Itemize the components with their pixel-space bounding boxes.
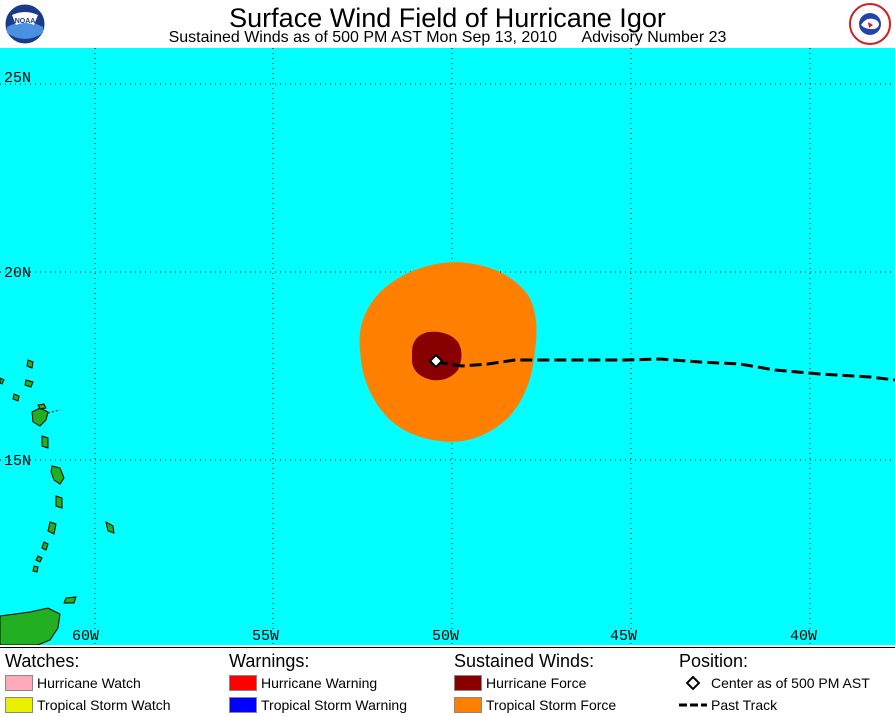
legend-position-title: Position: — [679, 651, 749, 671]
hurricane-watch-label: Hurricane Watch — [37, 675, 141, 691]
lon-label-55w: 55W — [252, 628, 279, 645]
map-title: Surface Wind Field of Hurricane Igor — [229, 3, 666, 33]
tropical-storm-force-swatch — [454, 697, 482, 713]
tropical-storm-watch-swatch — [5, 697, 33, 713]
hurricane-warning-swatch — [229, 675, 257, 691]
tropical-storm-warning-swatch — [229, 697, 257, 713]
wind-field-map: 25N 20N 15N 60W 55W 50W 45W 40W — [0, 48, 895, 645]
lon-label-50w: 50W — [432, 628, 459, 645]
lat-lon-grid — [0, 48, 895, 645]
legend-item-tropical-storm-watch: Tropical Storm Watch — [5, 694, 171, 716]
noaa-logo-text: NOAA — [15, 18, 36, 25]
hurricane-force-label: Hurricane Force — [486, 675, 587, 691]
center-diamond-icon — [679, 675, 707, 691]
legend-watches-title: Watches: — [5, 651, 80, 671]
legend-item-hurricane-watch: Hurricane Watch — [5, 672, 171, 694]
noaa-logo: NOAA — [4, 3, 46, 45]
tropical-storm-warning-label: Tropical Storm Warning — [261, 697, 408, 713]
legend-item-hurricane-force: Hurricane Force — [454, 672, 616, 694]
lon-label-60w: 60W — [72, 628, 99, 645]
map-legend: Watches: Hurricane Watch Tropical Storm … — [0, 647, 895, 717]
legend-item-tropical-storm-force: Tropical Storm Force — [454, 694, 616, 716]
legend-sustained-winds: Sustained Winds: Hurricane Force Tropica… — [454, 648, 616, 716]
legend-warnings: Warnings: Hurricane Warning Tropical Sto… — [229, 648, 407, 716]
past-track-dash-icon — [679, 697, 707, 713]
hurricane-force-swatch — [454, 675, 482, 691]
hurricane-warning-label: Hurricane Warning — [261, 675, 378, 691]
legend-winds-title: Sustained Winds: — [454, 651, 595, 671]
lat-label-25n: 25N — [4, 70, 31, 87]
storm-center-marker — [428, 353, 444, 369]
map-subtitle: Sustained Winds as of 500 PM AST Mon Sep… — [0, 29, 895, 47]
legend-position: Position: Center as of 500 PM AST Past T… — [679, 648, 870, 716]
lesser-antilles — [0, 359, 115, 645]
lat-label-15n: 15N — [4, 453, 31, 470]
tropical-storm-watch-label: Tropical Storm Watch — [37, 697, 171, 713]
past-track-line — [435, 357, 895, 382]
subtitle-time: Sustained Winds as of 500 PM AST Mon Sep… — [168, 29, 557, 46]
hurricane-watch-swatch — [5, 675, 33, 691]
legend-item-center: Center as of 500 PM AST — [679, 672, 870, 694]
legend-watches: Watches: Hurricane Watch Tropical Storm … — [5, 648, 171, 716]
lon-label-40w: 40W — [790, 628, 817, 645]
center-label: Center as of 500 PM AST — [711, 675, 870, 691]
legend-item-tropical-storm-warning: Tropical Storm Warning — [229, 694, 407, 716]
legend-warnings-title: Warnings: — [229, 651, 310, 671]
tropical-storm-force-label: Tropical Storm Force — [486, 697, 617, 713]
past-track-label: Past Track — [711, 697, 778, 713]
advisory-number: Advisory Number 23 — [581, 29, 727, 46]
lat-label-20n: 20N — [4, 265, 31, 282]
nws-logo — [849, 3, 891, 45]
legend-item-hurricane-warning: Hurricane Warning — [229, 672, 407, 694]
lon-label-45w: 45W — [610, 628, 637, 645]
legend-item-past-track: Past Track — [679, 694, 870, 716]
